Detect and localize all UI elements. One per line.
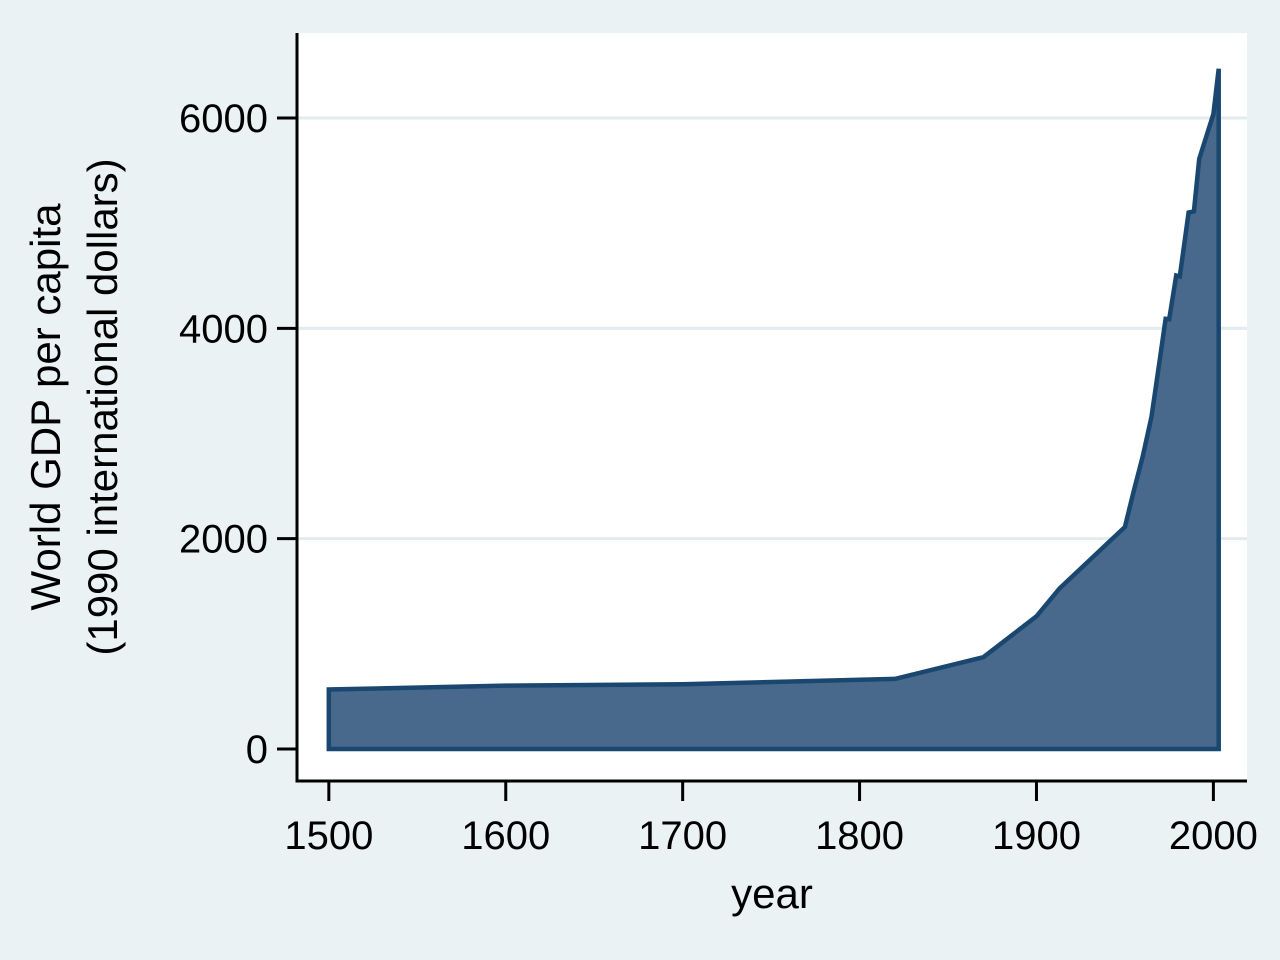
y-axis-title-line1: World GDP per capita [22,203,69,611]
y-axis-title-line2: (1990 international dollars) [79,158,126,655]
x-tick-label: 1600 [461,814,550,858]
x-tick-label: 1700 [638,814,727,858]
x-axis-title: year [731,870,813,917]
x-tick-label: 1800 [815,814,904,858]
x-tick-label: 1900 [992,814,1081,858]
gridlines-group [297,116,1247,541]
y-tick-label: 0 [246,728,268,772]
y-tick-label: 4000 [179,307,268,351]
y-tick-label: 6000 [179,97,268,141]
y-ticks-group: 0 2000 4000 6000 [179,97,297,772]
x-tick-label: 2000 [1169,814,1258,858]
series-group [326,68,1221,752]
x-tick-label: 1500 [284,814,373,858]
y-tick-label: 2000 [179,518,268,562]
area-world-gdp [326,68,1221,752]
x-ticks-group: 1500 1600 1700 1800 1900 2000 [284,781,1258,858]
